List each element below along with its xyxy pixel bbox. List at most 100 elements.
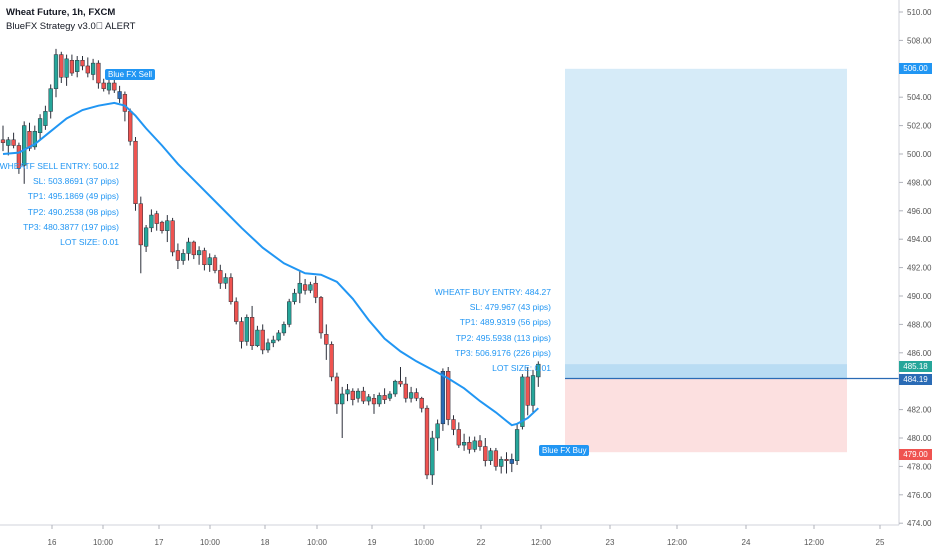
candle-body [440, 371, 446, 425]
candle-body [281, 324, 287, 334]
candle [387, 391, 393, 402]
candle [223, 273, 228, 289]
candle [393, 379, 398, 397]
candle-body [461, 442, 467, 446]
x-tick-label: 17 [155, 538, 164, 547]
candle-body [112, 82, 117, 91]
candle [329, 341, 334, 382]
candle-body [0, 139, 6, 143]
candle-body [520, 376, 525, 427]
candle [340, 386, 345, 438]
candle-body [85, 65, 90, 74]
candle-body [106, 82, 112, 91]
buy-annotation: WHEATF BUY ENTRY: 484.27 SL: 479.967 (43… [435, 285, 551, 376]
candle-body [509, 459, 514, 464]
candle [514, 423, 520, 465]
entry-price-tag: 484.19 [899, 374, 932, 385]
candle-body [334, 376, 340, 405]
candle-body [371, 397, 377, 405]
candle-body [456, 429, 461, 446]
candle-body [75, 60, 80, 72]
candle-body [202, 250, 207, 266]
x-tick-label: 12:00 [531, 538, 552, 547]
candle-body [488, 450, 493, 461]
candle-body [53, 54, 59, 89]
candle [80, 56, 85, 71]
candle-body [244, 317, 249, 342]
candle [430, 430, 435, 485]
candle-body [451, 419, 456, 430]
candle-body [302, 284, 308, 291]
candle-body [276, 332, 281, 341]
x-tick-label: 16 [48, 538, 57, 547]
candle-body [175, 250, 181, 261]
candle-body [430, 437, 435, 476]
candle-body [265, 342, 271, 351]
candle-body [361, 390, 366, 402]
sell-lot-label: LOT SIZE: 0.01 [60, 236, 119, 247]
candle-body [181, 253, 186, 261]
candle-body [11, 139, 16, 146]
candle [499, 456, 504, 474]
candle [96, 60, 101, 89]
candle [488, 447, 493, 465]
candle [228, 273, 234, 305]
candle-body [207, 257, 212, 266]
symbol-title[interactable]: Wheat Future, 1h, FXCM [6, 7, 116, 18]
profit-zone [565, 364, 847, 379]
candle [181, 249, 186, 265]
y-tick-label: 488.00 [907, 320, 932, 329]
candle [361, 386, 366, 404]
candle-body [483, 446, 488, 461]
candle [165, 215, 170, 243]
x-tick-label: 18 [261, 538, 270, 547]
candle [318, 296, 324, 339]
candle-body [324, 334, 329, 345]
candle-body [143, 227, 149, 247]
candle [218, 264, 223, 289]
candle-body [387, 393, 393, 399]
candle [446, 367, 451, 426]
buy-signal-label: Blue FX Buy [539, 445, 590, 456]
candle-body [514, 429, 520, 461]
candle-body [22, 125, 27, 166]
y-tick-label: 474.00 [907, 519, 932, 528]
candle-body [196, 250, 202, 256]
candle-body [165, 220, 170, 231]
candle [143, 225, 149, 252]
candle-body [255, 329, 260, 346]
moving-average-line [2, 101, 539, 427]
candle [48, 84, 53, 119]
candle-body [271, 339, 276, 344]
candle-body [27, 131, 32, 149]
x-tick-label: 19 [368, 538, 377, 547]
buy-tp3-label: TP3: 506.9176 (226 pips) [455, 347, 551, 358]
candle [403, 376, 408, 403]
candle [265, 338, 271, 353]
candle [271, 335, 276, 348]
candle [461, 433, 467, 451]
candle-body [239, 321, 244, 342]
candle [345, 384, 350, 402]
candle-body [329, 344, 334, 378]
target-zone [565, 68, 847, 379]
candle [106, 78, 112, 95]
x-tick-label: 24 [742, 538, 751, 547]
x-tick-label: 10:00 [414, 538, 435, 547]
candle [37, 114, 43, 140]
candle [302, 278, 308, 295]
candle [313, 276, 318, 304]
candle [255, 325, 260, 348]
candle-body [32, 131, 37, 148]
candle [249, 305, 255, 350]
candle-body [287, 301, 292, 325]
candle-body [223, 277, 228, 284]
candle-body [318, 297, 324, 334]
x-tick-label: 25 [876, 538, 885, 547]
indicator-name[interactable]: BlueFX Strategy v3.0  ALERT [6, 21, 136, 32]
x-tick-label: 12:00 [804, 538, 825, 547]
candle [244, 314, 249, 346]
candle [467, 436, 472, 454]
candle-body [138, 203, 143, 246]
